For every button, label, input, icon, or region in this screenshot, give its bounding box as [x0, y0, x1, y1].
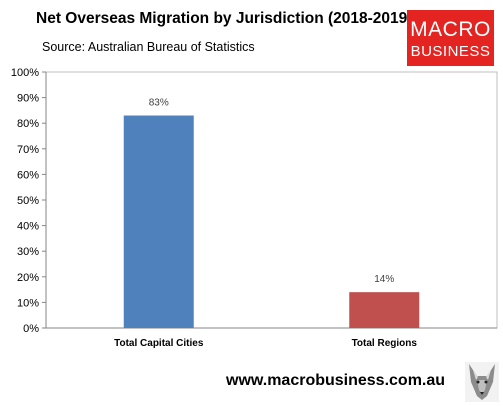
macrobusiness-logo: MACRO BUSINESS — [407, 10, 494, 66]
y-tick-label: 100% — [11, 67, 39, 79]
bar-2 — [349, 292, 420, 328]
logo-line2: BUSINESS — [410, 43, 491, 60]
y-tick-label: 50% — [17, 195, 39, 207]
data-label: 83% — [149, 98, 169, 109]
y-tick-label: 80% — [17, 118, 39, 130]
x-category-label: Total Regions — [352, 338, 418, 349]
y-tick-label: 70% — [17, 144, 39, 156]
y-tick-label: 0% — [23, 323, 39, 335]
bar-1 — [123, 115, 194, 329]
y-tick-label: 60% — [17, 169, 39, 181]
x-category-label: Total Capital Cities — [114, 338, 204, 349]
y-tick-label: 30% — [17, 246, 39, 258]
chart-title: Net Overseas Migration by Jurisdiction (… — [36, 10, 413, 27]
logo-line1: MACRO — [410, 18, 491, 41]
y-tick-label: 40% — [17, 221, 39, 233]
plot-area — [45, 71, 498, 329]
footer-url: www.macrobusiness.com.au — [226, 372, 446, 389]
y-tick-label: 90% — [17, 93, 39, 105]
wolf-icon — [465, 362, 499, 402]
y-tick-label: 10% — [17, 297, 39, 309]
y-tick-label: 20% — [17, 272, 39, 284]
chart-subtitle: Source: Australian Bureau of Statistics — [42, 40, 255, 54]
data-label: 14% — [374, 274, 394, 285]
